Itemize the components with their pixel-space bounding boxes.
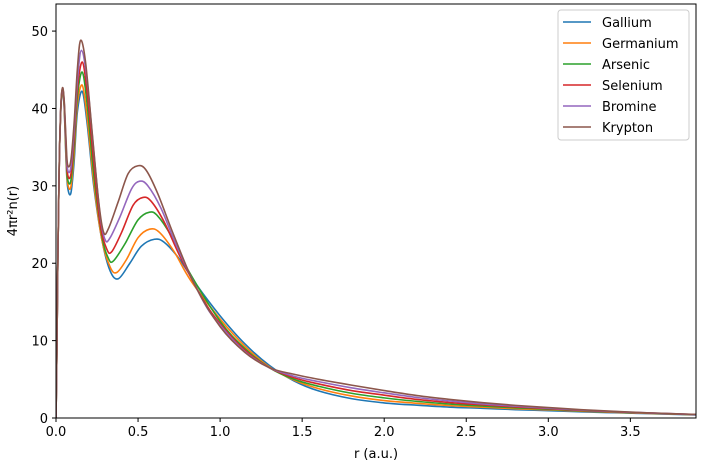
legend-label-gallium: Gallium xyxy=(602,16,652,31)
x-tick-label: 1.5 xyxy=(292,425,313,440)
x-tick-label: 2.0 xyxy=(374,425,395,440)
x-axis-ticks: 0.0 0.5 1.0 1.5 2.0 2.5 3.0 3.5 xyxy=(46,418,641,440)
y-tick-label: 10 xyxy=(31,335,48,350)
legend-label-krypton: Krypton xyxy=(602,121,653,136)
y-tick-label: 30 xyxy=(31,180,48,195)
y-tick-label: 50 xyxy=(31,25,48,40)
legend-label-selenium: Selenium xyxy=(602,79,663,94)
x-tick-label: 2.5 xyxy=(456,425,477,440)
y-tick-label: 0 xyxy=(40,412,48,427)
series-layer xyxy=(56,39,696,418)
x-axis-label: r (a.u.) xyxy=(354,447,398,462)
legend-label-bromine: Bromine xyxy=(602,100,656,115)
y-axis-ticks: 0 10 20 30 40 50 xyxy=(31,25,56,427)
legend-label-germanium: Germanium xyxy=(602,37,679,52)
y-axis-label: 4πr²n(r) xyxy=(6,186,21,236)
legend-label-arsenic: Arsenic xyxy=(602,58,650,73)
y-tick-label: 20 xyxy=(31,257,48,272)
x-tick-label: 3.5 xyxy=(620,425,641,440)
y-tick-label: 40 xyxy=(31,102,48,117)
plot-frame xyxy=(55,3,697,419)
x-tick-label: 0.0 xyxy=(46,425,67,440)
x-tick-label: 0.5 xyxy=(128,425,149,440)
x-tick-label: 3.0 xyxy=(538,425,559,440)
x-tick-label: 1.0 xyxy=(210,425,231,440)
legend: Gallium Germanium Arsenic Selenium Bromine Kr… xyxy=(557,9,690,141)
series-line-krypton xyxy=(56,39,696,418)
